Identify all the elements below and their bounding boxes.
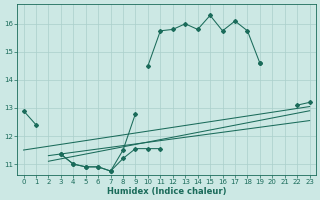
X-axis label: Humidex (Indice chaleur): Humidex (Indice chaleur) [107,187,226,196]
